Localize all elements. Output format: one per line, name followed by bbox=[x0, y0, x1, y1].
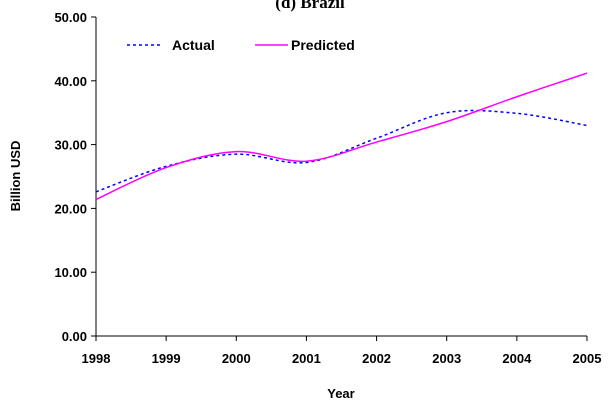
y-axis-label: Billion USD bbox=[8, 141, 23, 212]
legend: Actual Predicted bbox=[127, 37, 355, 53]
x-tick-label: 2001 bbox=[292, 351, 321, 366]
series-line-predicted bbox=[95, 72, 588, 201]
x-tick-label: 2000 bbox=[222, 351, 251, 366]
y-tick-label: 10.00 bbox=[54, 265, 87, 280]
x-tick-label: 1999 bbox=[152, 351, 181, 366]
series-line-actual bbox=[95, 109, 588, 193]
y-tick-label: 30.00 bbox=[54, 138, 87, 153]
y-tick-label: 20.00 bbox=[54, 201, 87, 216]
x-tick-label: 1998 bbox=[82, 351, 111, 366]
y-tick-label: 0.00 bbox=[62, 329, 87, 344]
y-axis: 0.00 10.00 20.00 30.00 40.00 50.00 bbox=[54, 10, 97, 344]
x-axis: 1998 1999 2000 2001 2002 2003 2004 2005 bbox=[82, 335, 602, 366]
series-layer bbox=[95, 72, 588, 201]
legend-label-predicted: Predicted bbox=[291, 37, 355, 53]
x-tick-label: 2003 bbox=[432, 351, 461, 366]
legend-label-actual: Actual bbox=[172, 37, 215, 53]
x-tick-label: 2002 bbox=[362, 351, 391, 366]
x-axis-label: Year bbox=[327, 386, 354, 401]
y-tick-label: 50.00 bbox=[54, 10, 87, 25]
x-tick-label: 2004 bbox=[502, 351, 532, 366]
x-tick-label: 2005 bbox=[573, 351, 602, 366]
chart-title: (d) Brazil bbox=[275, 0, 345, 12]
y-tick-label: 40.00 bbox=[54, 74, 87, 89]
